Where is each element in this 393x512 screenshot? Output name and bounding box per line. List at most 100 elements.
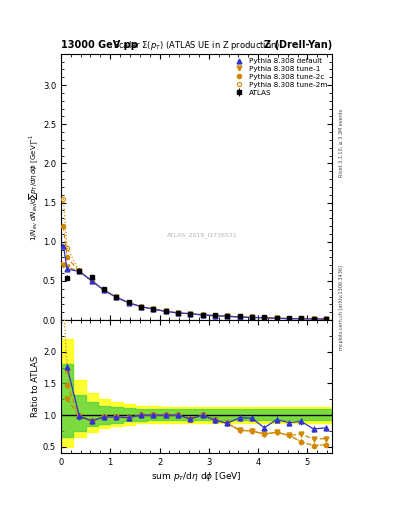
Pythia 8.308 default [250, 314, 254, 321]
Pythia 8.308 default [262, 315, 266, 321]
Pythia 8.308 tune-2m [176, 310, 180, 316]
Pythia 8.308 tune-2m [65, 245, 70, 251]
Pythia 8.308 tune-1 [151, 306, 156, 312]
Pythia 8.308 default [114, 294, 119, 301]
Pythia 8.308 tune-2c [250, 314, 254, 321]
Pythia 8.308 tune-2c [151, 306, 156, 312]
Pythia 8.308 tune-1 [299, 316, 304, 322]
Pythia 8.308 tune-2c [139, 304, 143, 310]
Pythia 8.308 tune-1 [311, 316, 316, 322]
Pythia 8.308 tune-1 [323, 316, 328, 322]
Pythia 8.308 tune-2c [65, 254, 70, 261]
Pythia 8.308 tune-1 [126, 300, 131, 306]
Pythia 8.308 tune-2m [262, 315, 266, 321]
Pythia 8.308 tune-1 [262, 315, 266, 321]
Pythia 8.308 tune-1 [225, 313, 230, 319]
Pythia 8.308 tune-2c [299, 316, 304, 322]
Pythia 8.308 tune-1 [188, 311, 193, 317]
Pythia 8.308 default [225, 313, 230, 319]
Pythia 8.308 tune-2m [102, 287, 107, 293]
Pythia 8.308 tune-2m [213, 313, 217, 319]
Pythia 8.308 tune-2m [274, 315, 279, 322]
Pythia 8.308 default [286, 315, 291, 322]
Pythia 8.308 tune-2c [77, 268, 82, 274]
Pythia 8.308 default [126, 300, 131, 306]
Pythia 8.308 tune-2m [323, 316, 328, 322]
Pythia 8.308 tune-2c [286, 315, 291, 322]
Pythia 8.308 tune-2m [286, 315, 291, 322]
Y-axis label: Ratio to ATLAS: Ratio to ATLAS [31, 356, 40, 417]
Pythia 8.308 tune-2c [323, 316, 328, 322]
Pythia 8.308 tune-1 [200, 312, 205, 318]
Pythia 8.308 tune-2c [262, 315, 266, 321]
Line: Pythia 8.308 tune-2m: Pythia 8.308 tune-2m [61, 197, 328, 321]
Pythia 8.308 tune-1 [250, 314, 254, 321]
Pythia 8.308 tune-2m [188, 311, 193, 317]
Pythia 8.308 default [213, 313, 217, 319]
Pythia 8.308 tune-2c [225, 313, 230, 319]
Pythia 8.308 tune-2c [213, 313, 217, 319]
Pythia 8.308 tune-2c [237, 314, 242, 320]
Pythia 8.308 default [139, 304, 143, 310]
Pythia 8.308 default [237, 314, 242, 320]
Pythia 8.308 tune-2m [311, 316, 316, 322]
Pythia 8.308 tune-2m [126, 300, 131, 306]
Pythia 8.308 default [176, 310, 180, 316]
Pythia 8.308 tune-1 [274, 315, 279, 322]
Pythia 8.308 tune-1 [286, 315, 291, 322]
Pythia 8.308 tune-1 [213, 313, 217, 319]
Pythia 8.308 tune-1 [61, 262, 66, 268]
Pythia 8.308 tune-2m [61, 196, 66, 202]
Pythia 8.308 tune-1 [163, 308, 168, 314]
Pythia 8.308 default [61, 243, 66, 249]
Pythia 8.308 tune-2m [77, 268, 82, 274]
Pythia 8.308 tune-2c [126, 300, 131, 306]
Pythia 8.308 tune-2m [89, 278, 94, 284]
Pythia 8.308 tune-2c [200, 312, 205, 318]
Pythia 8.308 tune-2c [102, 287, 107, 293]
Pythia 8.308 tune-2m [151, 306, 156, 312]
X-axis label: sum $p_T$/d$\eta$ d$\phi$ [GeV]: sum $p_T$/d$\eta$ d$\phi$ [GeV] [151, 470, 242, 483]
Pythia 8.308 default [323, 316, 328, 322]
Pythia 8.308 tune-2c [61, 223, 66, 229]
Text: Z (Drell-Yan): Z (Drell-Yan) [264, 40, 332, 50]
Pythia 8.308 tune-2m [139, 304, 143, 310]
Pythia 8.308 tune-2m [200, 312, 205, 318]
Text: 13000 GeV pp: 13000 GeV pp [61, 40, 138, 50]
Pythia 8.308 tune-2m [237, 314, 242, 320]
Y-axis label: $1/N_{ev}\ dN_{ev}/d\!\sum\! p_T/d\eta\,d\phi\ [\mathrm{GeV}]^{-1}$: $1/N_{ev}\ dN_{ev}/d\!\sum\! p_T/d\eta\,… [27, 133, 40, 241]
Text: ATLAS_2019_I1736531: ATLAS_2019_I1736531 [167, 232, 237, 238]
Pythia 8.308 default [77, 268, 82, 274]
Pythia 8.308 tune-1 [139, 304, 143, 310]
Pythia 8.308 tune-2c [163, 308, 168, 314]
Line: Pythia 8.308 tune-2c: Pythia 8.308 tune-2c [61, 224, 328, 321]
Pythia 8.308 tune-2m [225, 313, 230, 319]
Line: Pythia 8.308 default: Pythia 8.308 default [61, 243, 329, 322]
Pythia 8.308 tune-1 [65, 264, 70, 270]
Pythia 8.308 tune-1 [89, 278, 94, 284]
Pythia 8.308 tune-1 [176, 310, 180, 316]
Pythia 8.308 default [299, 316, 304, 322]
Pythia 8.308 tune-2m [114, 294, 119, 301]
Pythia 8.308 tune-2c [176, 310, 180, 316]
Pythia 8.308 default [311, 316, 316, 322]
Pythia 8.308 tune-2c [188, 311, 193, 317]
Title: Scalar $\Sigma(p_T)$ (ATLAS UE in Z production): Scalar $\Sigma(p_T)$ (ATLAS UE in Z prod… [113, 39, 280, 52]
Pythia 8.308 tune-2m [250, 314, 254, 321]
Pythia 8.308 default [102, 287, 107, 293]
Pythia 8.308 tune-1 [114, 294, 119, 301]
Pythia 8.308 tune-2c [89, 278, 94, 284]
Pythia 8.308 tune-2c [274, 315, 279, 322]
Pythia 8.308 default [65, 266, 70, 272]
Pythia 8.308 default [151, 306, 156, 312]
Pythia 8.308 tune-2c [114, 294, 119, 301]
Pythia 8.308 tune-2m [163, 308, 168, 314]
Legend: Pythia 8.308 default, Pythia 8.308 tune-1, Pythia 8.308 tune-2c, Pythia 8.308 tu: Pythia 8.308 default, Pythia 8.308 tune-… [229, 56, 330, 98]
Pythia 8.308 default [89, 278, 94, 284]
Text: mcplots.cern.ch [arXiv:1306.3436]: mcplots.cern.ch [arXiv:1306.3436] [339, 265, 344, 350]
Pythia 8.308 tune-2c [311, 316, 316, 322]
Pythia 8.308 default [188, 311, 193, 317]
Pythia 8.308 tune-1 [77, 268, 82, 274]
Pythia 8.308 default [163, 308, 168, 314]
Pythia 8.308 tune-1 [237, 314, 242, 320]
